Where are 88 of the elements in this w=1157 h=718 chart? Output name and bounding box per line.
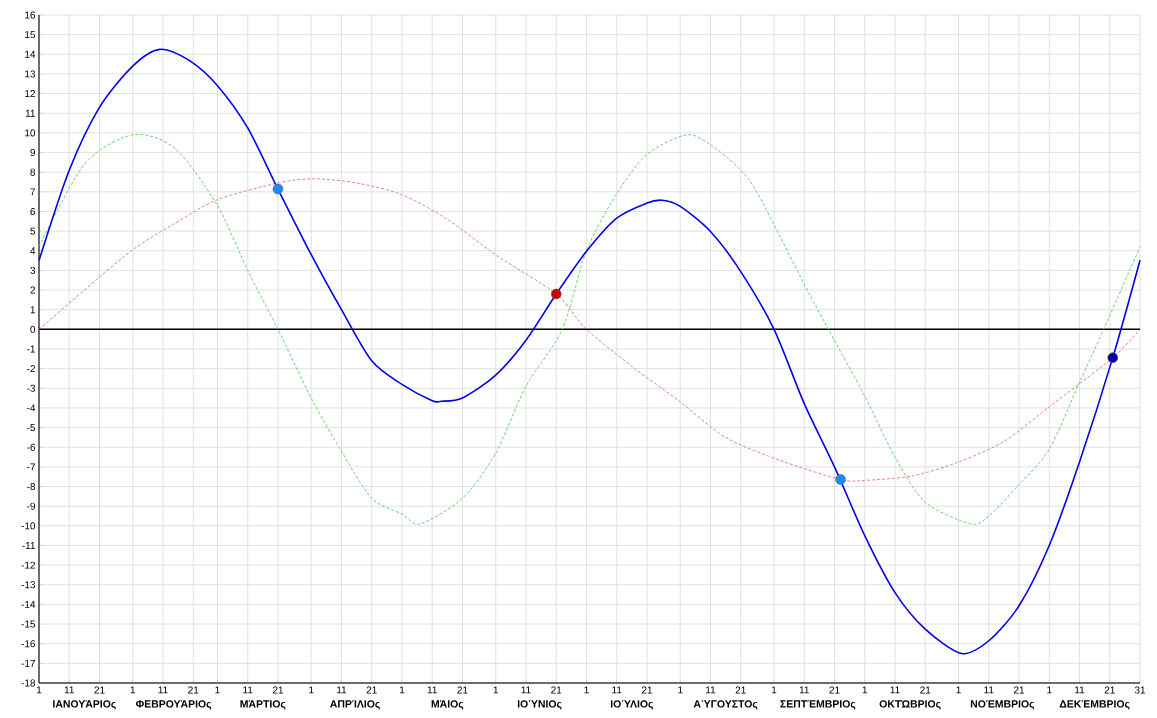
x-tick-label: 21 <box>920 686 931 694</box>
x-tick-label: 11 <box>706 686 716 694</box>
text: ΑΠΡΊΛΙΟς <box>330 700 380 710</box>
y-tick-label: 12 <box>25 90 35 98</box>
x-tick-label: 11 <box>1075 686 1085 694</box>
x-tick-label: 1 <box>678 686 683 694</box>
x-tick-label: 21 <box>641 686 653 694</box>
x-tick-label: 21 <box>457 686 468 694</box>
x-tick-label: 1 <box>862 686 868 694</box>
text: ΜΆΙΟς <box>431 700 464 710</box>
y-tick-label: 5 <box>30 227 36 235</box>
y-tick-label: -1 <box>27 345 35 353</box>
x-tick-label: 31 <box>1134 686 1146 694</box>
y-tick-label: 6 <box>30 207 36 215</box>
y-tick-label: 4 <box>30 247 36 255</box>
text: ΦΕΒΡΟΥΆΡΙΟς <box>135 700 212 710</box>
text: ΜΆΡΤΙΟς <box>240 700 286 710</box>
x-tick-label: 11 <box>158 686 168 694</box>
x-tick-label: 11 <box>64 686 74 694</box>
y-tick-label: -4 <box>27 404 36 412</box>
y-tick-label: 7 <box>30 188 35 196</box>
x-tick-label: 21 <box>272 686 284 694</box>
x-tick-label: 11 <box>243 686 253 694</box>
y-tick-label: -7 <box>27 463 35 471</box>
y-tick-label: -8 <box>27 483 36 491</box>
y-tick-label: -2 <box>27 365 35 373</box>
y-tick-label: 10 <box>25 129 36 137</box>
x-tick-label: 21 <box>94 686 105 694</box>
x-tick-label: 1 <box>309 686 314 694</box>
y-tick-label: 14 <box>25 50 36 58</box>
x-tick-label: 1 <box>1047 686 1052 694</box>
x-tick-label: 21 <box>735 686 746 694</box>
y-tick-label: 11 <box>25 109 35 117</box>
point <box>550 288 562 300</box>
y-tick-label: -12 <box>21 561 35 569</box>
x-tick-label: 11 <box>427 686 437 694</box>
point <box>1107 352 1119 363</box>
y-tick-label: -10 <box>21 522 36 530</box>
x-tick-label: 21 <box>1013 686 1025 694</box>
y-tick-label: -3 <box>27 384 36 392</box>
x-tick-label: 21 <box>366 686 377 694</box>
y-tick-label: -6 <box>27 443 36 451</box>
y-tick-label: 1 <box>30 306 35 314</box>
x-tick-label: 1 <box>493 686 499 694</box>
x-tick-label: 1 <box>399 686 405 694</box>
y-tick-label: -9 <box>27 502 36 510</box>
y-tick-label: 15 <box>25 31 36 39</box>
point <box>835 474 846 485</box>
x-tick-label: 11 <box>890 686 900 694</box>
x-tick-label: 1 <box>584 686 589 694</box>
x-tick-label: 11 <box>521 686 531 694</box>
y-tick-label: -11 <box>22 542 35 549</box>
x-tick-label: 11 <box>799 686 809 694</box>
y-tick-label: -15 <box>21 620 36 628</box>
x-tick-label: 1 <box>772 686 777 694</box>
x-tick-label: 21 <box>829 686 840 694</box>
x-tick-label: 1 <box>37 686 42 694</box>
y-tick-label: 0 <box>30 325 36 333</box>
y-tick-label: 2 <box>30 286 35 294</box>
text: ΙΟΎΝΙΟς <box>517 700 562 710</box>
y-tick-label: -14 <box>21 600 36 608</box>
x-tick-label: 11 <box>612 686 622 694</box>
x-tick-label: 1 <box>130 686 136 694</box>
point <box>272 183 284 195</box>
y-tick-label: -16 <box>21 640 36 648</box>
x-tick-label: 11 <box>337 686 347 694</box>
y-tick-label: 3 <box>30 266 36 274</box>
x-tick-label: 21 <box>188 686 199 694</box>
x-tick-label: 21 <box>551 686 562 694</box>
y-tick-label: 13 <box>25 70 36 78</box>
text: ΙΟΎΛΙΟς <box>610 700 654 710</box>
x-tick-label: 1 <box>956 686 961 694</box>
y-tick-label: 8 <box>30 168 36 176</box>
x-tick-label: 1 <box>215 686 220 694</box>
y-tick-label: -13 <box>21 581 36 589</box>
text: ΑΎΓΟΥΣΤΟς <box>693 700 758 710</box>
y-tick-label: 16 <box>25 11 36 19</box>
y-tick-label: -18 <box>21 679 36 687</box>
text: ΔΕΚΈΜΒΡΙΟς <box>1059 700 1130 710</box>
text: ΣΕΠΤΈΜΒΡΙΟς <box>780 700 856 710</box>
y-tick-label: -17 <box>21 659 35 667</box>
y-tick-label: -5 <box>27 424 36 432</box>
text: ΝΟΈΜΒΡΙΟς <box>970 700 1035 710</box>
text: ΙΑΝΟΥΆΡΙΟς <box>53 700 116 710</box>
x-tick-label: 11 <box>984 686 994 694</box>
x-tick-label: 21 <box>1104 686 1115 694</box>
y-tick-label: 9 <box>30 149 36 157</box>
text: ΟΚΤΏΒΡΙΟς <box>879 700 941 710</box>
